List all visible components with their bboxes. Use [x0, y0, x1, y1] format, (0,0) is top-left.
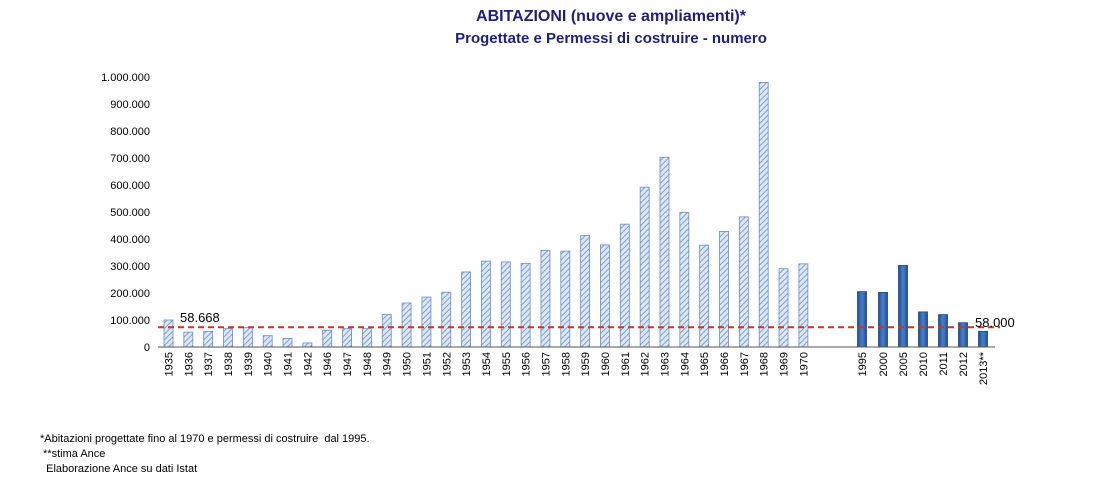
y-tick-label: 700.000	[110, 153, 150, 165]
x-tick-label: 2000	[878, 352, 890, 376]
bar-1951	[421, 296, 432, 348]
x-tick-label: 1942	[302, 352, 314, 376]
bar-2000	[878, 292, 888, 348]
x-tick-label: 1963	[660, 352, 672, 376]
bar-1936	[183, 331, 194, 348]
x-tick-label: 1959	[580, 352, 592, 376]
bar-1966	[719, 231, 729, 348]
bar-2013	[978, 330, 988, 348]
footnotes: *Abitazioni progettate fino al 1970 e pe…	[40, 432, 370, 477]
x-tick-label: 2012	[958, 352, 970, 376]
x-tick-label: 1964	[679, 352, 691, 376]
footnote-2: **stima Ance	[40, 448, 106, 460]
y-tick-label: 200.000	[110, 288, 150, 300]
bar-1968	[758, 82, 769, 348]
x-tick-label: 1956	[521, 352, 533, 376]
x-tick-label: 1937	[203, 352, 215, 376]
x-tick-label: 1954	[481, 352, 493, 376]
x-tick-label: 1948	[362, 352, 374, 376]
bar-1941	[282, 337, 293, 348]
x-tick-label: 2005	[898, 352, 910, 376]
x-tick-label: 1966	[719, 352, 731, 376]
x-tick-label: 1995	[857, 352, 869, 376]
bar-1955	[500, 261, 511, 348]
bar-1957	[540, 249, 551, 348]
bar-1954	[481, 260, 491, 348]
bar-1960	[600, 244, 610, 348]
bar-1949	[381, 314, 392, 348]
bar-1935	[163, 319, 174, 348]
bar-1959	[580, 235, 591, 348]
x-tick-label: 1960	[600, 352, 612, 376]
y-tick-label: 800.000	[110, 126, 150, 138]
bar-1961	[619, 223, 630, 348]
x-tick-label: 1936	[183, 352, 195, 376]
x-tick-label: 1953	[461, 352, 473, 376]
bar-2005	[898, 265, 908, 348]
x-tick-label: 1957	[540, 352, 552, 376]
x-tick-label: 1935	[164, 352, 176, 376]
bar-1940	[262, 335, 273, 348]
bar-1958	[560, 250, 571, 348]
y-tick-label: 1.000.000	[101, 72, 150, 84]
bar-1947	[342, 328, 352, 348]
x-tick-label: 1961	[620, 352, 632, 376]
bar-1937	[203, 330, 214, 348]
bar-1970	[798, 263, 809, 348]
bar-2010	[918, 311, 928, 348]
bar-1938	[223, 328, 233, 348]
x-tick-label: 2013**	[978, 351, 990, 385]
bar-2011	[938, 314, 948, 348]
bar-1948	[361, 328, 372, 348]
bar-1942	[302, 342, 313, 348]
bar-1963	[659, 156, 670, 348]
footnote-1: *Abitazioni progettate fino al 1970 e pe…	[40, 433, 370, 445]
chart-title: ABITAZIONI (nuove e ampliamenti)*	[476, 8, 746, 25]
y-tick-label: 900.000	[110, 99, 150, 111]
x-tick-label: 1958	[560, 352, 572, 376]
x-tick-label: 1949	[382, 352, 394, 376]
y-tick-label: 0	[144, 342, 150, 354]
x-tick-label: 2011	[938, 352, 950, 376]
x-tick-label: 2010	[918, 352, 930, 376]
x-tick-label: 1970	[798, 352, 810, 376]
y-tick-label: 600.000	[110, 180, 150, 192]
x-tick-label: 1968	[759, 352, 771, 376]
annotation-left: 58.668	[180, 310, 220, 325]
y-tick-label: 400.000	[110, 234, 150, 246]
x-tick-label: 1965	[699, 352, 711, 376]
bar-1969	[778, 268, 789, 348]
x-tick-label: 1969	[779, 352, 791, 376]
y-tick-label: 100.000	[110, 315, 150, 327]
x-tick-label: 1950	[402, 352, 414, 376]
bar-1962	[639, 186, 650, 348]
bar-1950	[401, 302, 412, 348]
x-tick-label: 1941	[283, 352, 295, 376]
bar-1956	[520, 262, 531, 348]
x-tick-label: 1947	[342, 352, 354, 376]
annotation-right: 58.000	[975, 315, 1015, 330]
bar-1953	[461, 271, 472, 348]
footnote-3: Elaborazione Ance su dati Istat	[40, 463, 198, 475]
bar-chart: 0 100.000 200.000 300.000 400.000 500.000 600.…	[101, 72, 1015, 385]
x-tick-label: 1962	[640, 352, 652, 376]
x-tick-label: 1939	[243, 352, 255, 376]
bar-1946	[322, 329, 333, 348]
bar-1939	[242, 327, 253, 348]
x-tick-label: 1946	[322, 352, 334, 376]
x-tick-label: 1940	[263, 352, 275, 376]
y-tick-label: 300.000	[110, 261, 150, 273]
x-tick-label: 1955	[501, 352, 513, 376]
y-tick-label: 500.000	[110, 207, 150, 219]
x-tick-label: 1938	[223, 352, 235, 376]
x-tick-label: 1951	[421, 352, 433, 376]
bar-1952	[441, 291, 452, 348]
x-tick-label: 1967	[739, 352, 751, 376]
bar-1965	[699, 244, 710, 348]
bar-1995	[857, 291, 867, 348]
x-tick-label: 1952	[441, 352, 453, 376]
chart-subtitle: Progettate e Permessi di costruire - num…	[455, 30, 767, 47]
